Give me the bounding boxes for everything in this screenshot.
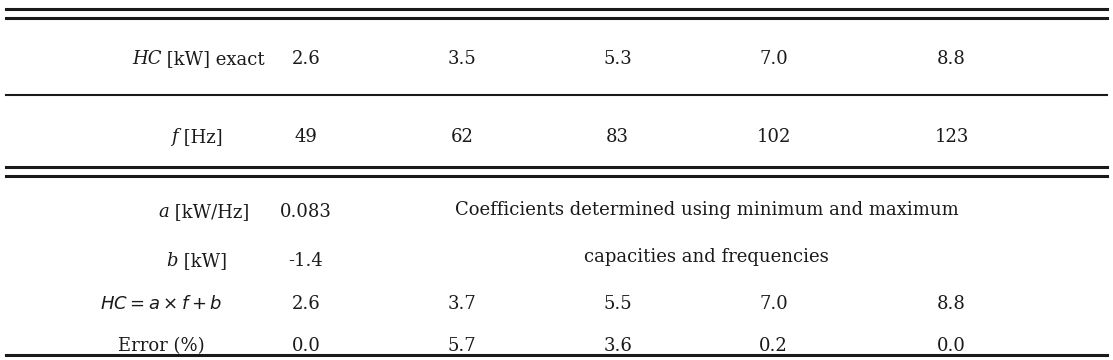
Text: -1.4: -1.4 <box>288 252 324 270</box>
Text: a: a <box>158 203 169 221</box>
Text: 3.7: 3.7 <box>447 295 476 313</box>
Text: [kW]: [kW] <box>178 252 227 270</box>
Text: 2.6: 2.6 <box>292 50 321 68</box>
Text: capacities and frequencies: capacities and frequencies <box>584 248 829 265</box>
Text: f: f <box>171 128 178 146</box>
Text: 83: 83 <box>607 128 629 146</box>
Text: [kW] exact: [kW] exact <box>161 50 265 68</box>
Text: [kW/Hz]: [kW/Hz] <box>169 203 249 221</box>
Text: 123: 123 <box>935 128 968 146</box>
Text: 7.0: 7.0 <box>759 50 788 68</box>
Text: 0.083: 0.083 <box>280 203 332 221</box>
Text: 3.6: 3.6 <box>603 337 632 355</box>
Text: 102: 102 <box>757 128 790 146</box>
Text: 49: 49 <box>295 128 317 146</box>
Text: 5.5: 5.5 <box>603 295 632 313</box>
Text: HC: HC <box>131 50 161 68</box>
Text: $\mathit{HC} = \mathit{a} \times \mathit{f} + \mathit{b}$: $\mathit{HC} = \mathit{a} \times \mathit… <box>100 295 223 313</box>
Text: 7.0: 7.0 <box>759 295 788 313</box>
Text: 3.5: 3.5 <box>447 50 476 68</box>
Text: b: b <box>167 252 178 270</box>
Text: 2.6: 2.6 <box>292 295 321 313</box>
Text: 5.7: 5.7 <box>447 337 476 355</box>
Text: 0.0: 0.0 <box>937 337 966 355</box>
Text: Coefficients determined using minimum and maximum: Coefficients determined using minimum an… <box>455 201 958 219</box>
Text: 8.8: 8.8 <box>937 295 966 313</box>
Text: Error (%): Error (%) <box>118 337 205 355</box>
Text: [Hz]: [Hz] <box>178 128 223 146</box>
Text: 0.2: 0.2 <box>759 337 788 355</box>
Text: 0.0: 0.0 <box>292 337 321 355</box>
Text: 8.8: 8.8 <box>937 50 966 68</box>
Text: 62: 62 <box>451 128 473 146</box>
Text: 5.3: 5.3 <box>603 50 632 68</box>
